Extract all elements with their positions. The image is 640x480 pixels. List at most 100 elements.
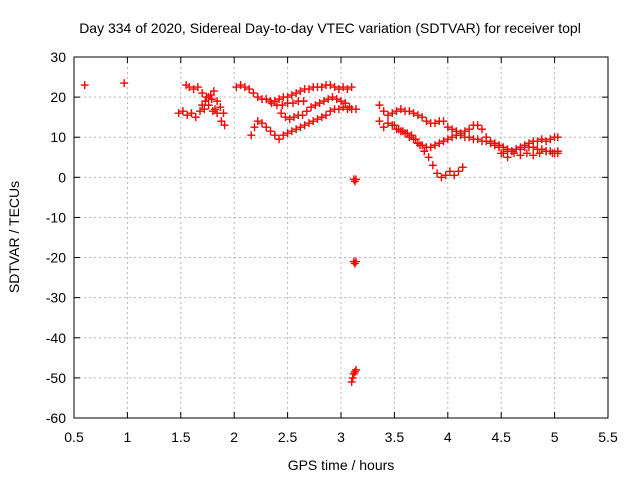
data-point	[337, 97, 345, 106]
series-sat-track-9	[347, 175, 360, 386]
data-point	[420, 147, 429, 156]
data-point	[439, 117, 448, 126]
y-axis-label: SDTVAR / TECUs	[6, 181, 22, 293]
data-point	[503, 147, 512, 156]
x-tick-label: 5.5	[598, 429, 618, 445]
data-point	[193, 83, 202, 92]
data-point	[279, 131, 288, 140]
data-point	[351, 105, 360, 114]
data-point	[388, 109, 397, 118]
series-sat-track-7	[277, 93, 354, 124]
data-point	[309, 117, 318, 126]
x-tick-label: 1	[124, 429, 132, 445]
data-point	[283, 129, 292, 138]
data-point	[535, 149, 544, 158]
data-point	[383, 111, 392, 120]
data-point	[405, 107, 414, 116]
x-tick-label: 3.5	[385, 429, 405, 445]
data-point	[437, 173, 446, 182]
data-point	[292, 89, 301, 98]
series-sat-track-1	[80, 79, 129, 90]
data-point	[304, 85, 313, 94]
data-point	[351, 175, 360, 184]
y-tick-label: -30	[46, 290, 66, 306]
data-point	[120, 79, 129, 88]
data-point	[548, 149, 557, 158]
data-point	[347, 377, 356, 386]
data-point	[287, 91, 296, 100]
data-point	[433, 169, 442, 178]
y-tick-label: 0	[58, 169, 66, 185]
data-point	[409, 109, 418, 118]
data-point	[339, 83, 348, 92]
data-point	[315, 99, 324, 108]
data-point	[262, 95, 271, 104]
data-point	[379, 123, 388, 132]
data-point	[443, 123, 452, 132]
data-point	[328, 93, 337, 102]
data-point	[392, 107, 401, 116]
data-point	[220, 121, 229, 130]
data-point	[458, 163, 467, 172]
data-point	[232, 83, 241, 92]
series-sat-track-13	[497, 147, 562, 160]
data-point	[307, 103, 316, 112]
y-tick-label: 30	[50, 49, 66, 65]
data-point	[477, 125, 486, 134]
data-point	[553, 133, 562, 142]
data-point	[473, 135, 482, 144]
data-point	[219, 109, 228, 118]
data-point	[351, 365, 360, 374]
data-point	[287, 127, 296, 136]
y-tick-label: 10	[50, 129, 66, 145]
data-point	[430, 119, 439, 128]
data-point	[253, 117, 262, 126]
grid	[74, 57, 608, 418]
data-point	[537, 145, 546, 154]
data-point	[482, 137, 491, 146]
data-point	[207, 95, 216, 104]
data-point	[217, 117, 226, 126]
data-point	[278, 101, 287, 110]
data-point	[435, 139, 444, 148]
data-point	[196, 107, 205, 116]
data-point	[441, 171, 450, 180]
series-sat-track-6	[247, 103, 360, 144]
data-point	[249, 89, 258, 98]
x-tick-label: 2	[230, 429, 238, 445]
data-point	[304, 119, 313, 128]
data-point	[317, 83, 326, 92]
data-markers	[80, 79, 562, 386]
chart-title: Day 334 of 2020, Sidereal Day-to-day VTE…	[79, 20, 581, 36]
data-point	[390, 121, 399, 130]
data-point	[553, 147, 562, 156]
data-point	[424, 153, 433, 162]
data-point	[324, 95, 333, 104]
series-sat-track-12	[390, 121, 467, 182]
data-point	[253, 93, 262, 102]
data-point	[422, 117, 431, 126]
data-point	[236, 81, 245, 90]
data-point	[198, 101, 207, 110]
x-tick-label: 1.5	[171, 429, 191, 445]
data-point	[350, 177, 359, 186]
data-point	[450, 171, 459, 180]
data-point	[247, 131, 256, 140]
data-point	[394, 125, 403, 134]
data-point	[456, 131, 465, 140]
x-tick-label: 2.5	[278, 429, 298, 445]
data-point	[185, 83, 194, 92]
series-sat-track-5	[232, 81, 356, 106]
data-point	[262, 123, 271, 132]
data-point	[418, 113, 427, 122]
data-point	[439, 137, 448, 146]
data-point	[210, 105, 219, 114]
data-point	[330, 83, 339, 92]
data-point	[277, 109, 286, 118]
data-point	[443, 135, 452, 144]
data-point	[542, 137, 551, 146]
data-point	[396, 105, 405, 114]
data-point	[275, 135, 284, 144]
y-tick-label: 20	[50, 89, 66, 105]
